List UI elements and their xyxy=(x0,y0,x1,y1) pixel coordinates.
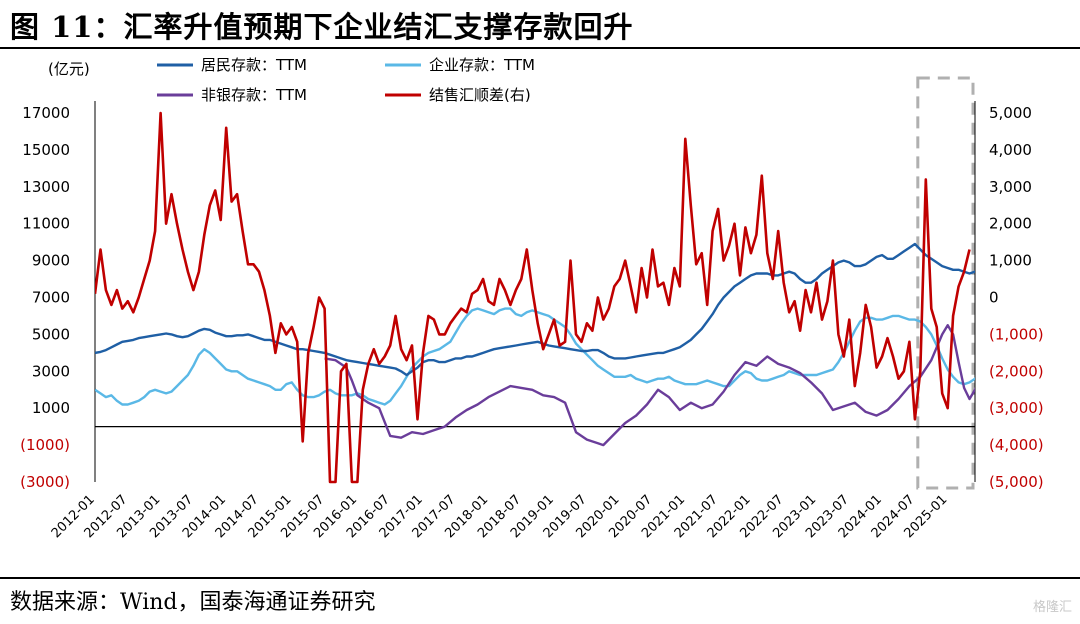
left-tick-label: 7000 xyxy=(32,289,70,307)
right-tick-label: 0 xyxy=(989,289,999,307)
right-tick-label: (5,000) xyxy=(989,473,1044,491)
series-corporate-line xyxy=(95,307,975,406)
chart-title: 图 11：汇率升值预期下企业结汇支撑存款回升 xyxy=(10,10,634,44)
legend-label-corporate: 企业存款：TTM xyxy=(429,56,535,74)
right-tick-label: 5,000 xyxy=(989,104,1032,122)
left-tick-label: (1000) xyxy=(20,436,70,454)
legend-label-resident: 居民存款：TTM xyxy=(201,56,307,74)
left-tick-label: 3000 xyxy=(32,362,70,380)
right-tick-label: (3,000) xyxy=(989,399,1044,417)
right-tick-label: (2,000) xyxy=(989,362,1044,380)
chart-svg: (亿元) 17000 15000 13000 11000 9000 7000 5000 3000… xyxy=(20,56,1044,541)
legend-label-fx: 结售汇顺差(右) xyxy=(429,86,531,104)
highlight-box xyxy=(916,76,975,490)
left-tick-label: 9000 xyxy=(32,252,70,270)
left-tick-label: 17000 xyxy=(22,104,70,122)
left-tick-label: 13000 xyxy=(22,178,70,196)
title-divider xyxy=(0,47,1080,49)
left-tick-label: 1000 xyxy=(32,399,70,417)
left-axis-unit: (亿元) xyxy=(48,60,90,78)
series-nonbank-line xyxy=(324,324,975,447)
left-tick-label: 15000 xyxy=(22,141,70,159)
series-resident-line xyxy=(95,242,975,377)
left-tick-label: 5000 xyxy=(32,325,70,343)
left-tick-label: (3000) xyxy=(20,473,70,491)
right-tick-label: (1,000) xyxy=(989,325,1044,343)
legend-label-nonbank: 非银存款：TTM xyxy=(201,86,307,104)
right-tick-label: 3,000 xyxy=(989,178,1032,196)
source-note: 数据来源：Wind，国泰海通证券研究 xyxy=(10,590,376,615)
right-tick-label: 1,000 xyxy=(989,252,1032,270)
left-tick-label: 11000 xyxy=(22,215,70,233)
right-tick-label: 4,000 xyxy=(989,141,1032,159)
watermark-logo: 格隆汇 xyxy=(1032,600,1072,615)
right-tick-label: (4,000) xyxy=(989,436,1044,454)
series-fx-line xyxy=(95,111,971,484)
right-tick-label: 2,000 xyxy=(989,215,1032,233)
footer-divider xyxy=(0,577,1080,579)
